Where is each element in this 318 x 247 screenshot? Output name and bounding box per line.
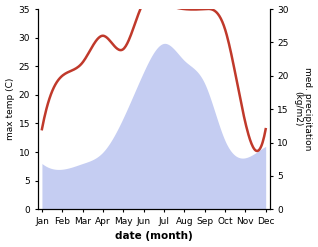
Y-axis label: max temp (C): max temp (C) (5, 78, 15, 140)
Y-axis label: med. precipitation
(kg/m2): med. precipitation (kg/m2) (293, 67, 313, 151)
X-axis label: date (month): date (month) (115, 231, 193, 242)
